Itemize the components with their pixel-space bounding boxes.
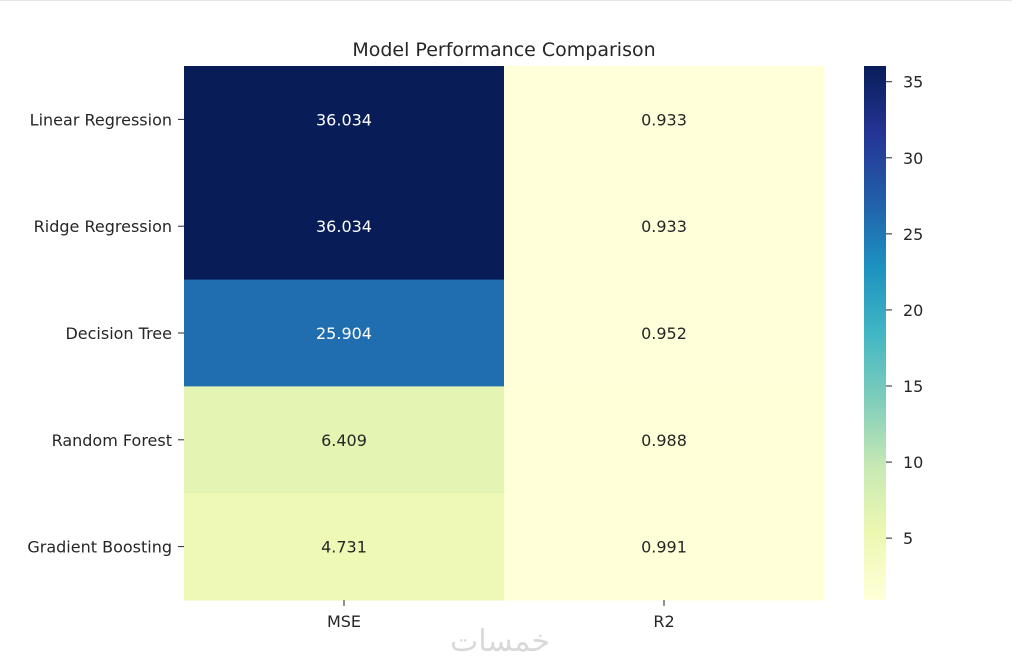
cell-value-label: 6.409	[321, 431, 367, 450]
y-tick-label: Random Forest	[52, 431, 172, 450]
cell-value-label: 25.904	[316, 324, 372, 343]
cell-value-label: 0.991	[641, 538, 687, 557]
colorbar-tick-label: 30	[903, 149, 923, 168]
top-rule	[0, 0, 1012, 1]
colorbar	[864, 66, 886, 600]
colorbar-tick-label: 5	[903, 529, 913, 548]
cell-value-label: 4.731	[321, 538, 367, 557]
heatmap-cell	[504, 279, 825, 387]
colorbar-tick-label: 20	[903, 301, 923, 320]
x-tick-label: MSE	[327, 612, 361, 631]
heatmap-cell	[184, 493, 505, 601]
heatmap-cell	[184, 66, 505, 174]
heatmap-cell	[504, 66, 825, 174]
cell-value-label: 0.988	[641, 431, 687, 450]
x-tick-label: R2	[653, 612, 674, 631]
cell-value-label: 36.034	[316, 217, 372, 236]
cell-value-label: 0.952	[641, 324, 687, 343]
cell-value-label: 0.933	[641, 110, 687, 129]
watermark-logo: خمسات	[450, 624, 551, 659]
heatmap-cell	[504, 386, 825, 494]
cell-value-label: 0.933	[641, 217, 687, 236]
heatmap-cell	[504, 172, 825, 281]
heatmap-cell	[184, 279, 505, 387]
cell-value-label: 36.034	[316, 110, 372, 129]
heatmap-cell	[504, 493, 825, 601]
heatmap-cell	[184, 172, 505, 281]
colorbar-tick-label: 15	[903, 377, 923, 396]
y-tick-label: Ridge Regression	[34, 217, 172, 236]
heatmap-cell	[184, 386, 505, 494]
y-tick-label: Gradient Boosting	[27, 538, 172, 557]
y-tick-label: Decision Tree	[65, 324, 172, 343]
colorbar-tick-label: 35	[903, 73, 923, 92]
colorbar-tick-label: 10	[903, 453, 923, 472]
chart-title: Model Performance Comparison	[352, 39, 655, 61]
y-tick-label: Linear Regression	[30, 110, 172, 129]
colorbar-tick-label: 25	[903, 225, 923, 244]
